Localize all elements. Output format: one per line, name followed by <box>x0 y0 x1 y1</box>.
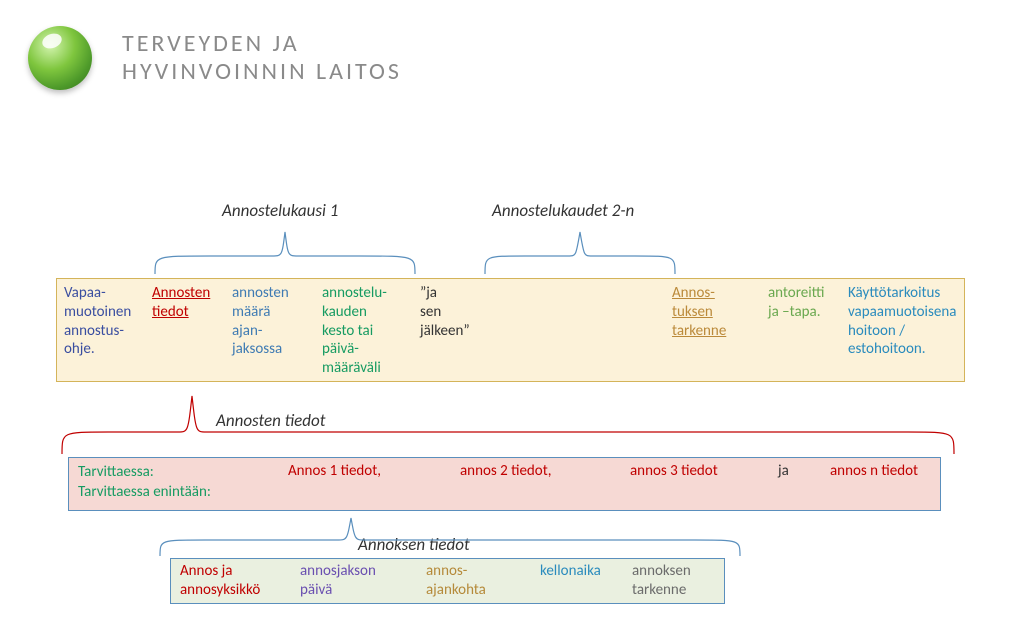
row1-c1: Vapaa- muotoinen annostus- ohje. <box>64 284 149 359</box>
label-periods-2n: Annostelukaudet 2-n <box>492 200 634 221</box>
row3-c2: annosjakson päivä <box>300 562 410 600</box>
row2-tarvittaessa-enintaan: Tarvittaessa enintään: <box>78 482 211 502</box>
brace-periods-2n-icon <box>480 226 680 276</box>
brace-annosten-tiedot-icon <box>58 388 958 458</box>
brace-period-1-icon <box>150 226 420 276</box>
row3-c5: annoksen tarkenne <box>632 562 722 600</box>
brace-annoksen-tiedot-icon <box>155 512 745 558</box>
row2-annos-2: annos 2 tiedot, <box>460 462 552 480</box>
row1-c6: Annos- tuksen tarkenne <box>672 284 752 340</box>
row2-tarvittaessa: Tarvittaessa: <box>78 462 211 482</box>
row2-annos-n: annos n tiedot <box>830 462 918 480</box>
label-period-1: Annostelukausi 1 <box>222 200 338 221</box>
row3-c4: kellonaika <box>540 562 630 581</box>
row2-left-labels: Tarvittaessa: Tarvittaessa enintään: <box>78 462 211 503</box>
row1-c3: annosten määrä ajan- jaksossa <box>232 284 317 359</box>
row3-c1: Annos ja annosyksikkö <box>180 562 290 600</box>
row2-annos-1: Annos 1 tiedot, <box>288 462 381 480</box>
row2-ja: ja <box>778 462 789 480</box>
diagram-canvas: Annostelukausi 1 Annostelukaudet 2-n Vap… <box>0 0 1023 635</box>
row1-c4: annostelu- kauden kesto tai päivä- määrä… <box>322 284 417 378</box>
row1-c2: Annosten tiedot <box>152 284 227 322</box>
row1-c5: ”ja sen jälkeen” <box>420 284 500 340</box>
row1-c7: antoreitti ja –tapa. <box>768 284 843 322</box>
row3-c3: annos- ajankohta <box>426 562 526 600</box>
row2-annos-3: annos 3 tiedot <box>630 462 718 480</box>
row1-c8: Käyttötarkoitus vapaamuotoisena hoitoon … <box>848 284 998 359</box>
